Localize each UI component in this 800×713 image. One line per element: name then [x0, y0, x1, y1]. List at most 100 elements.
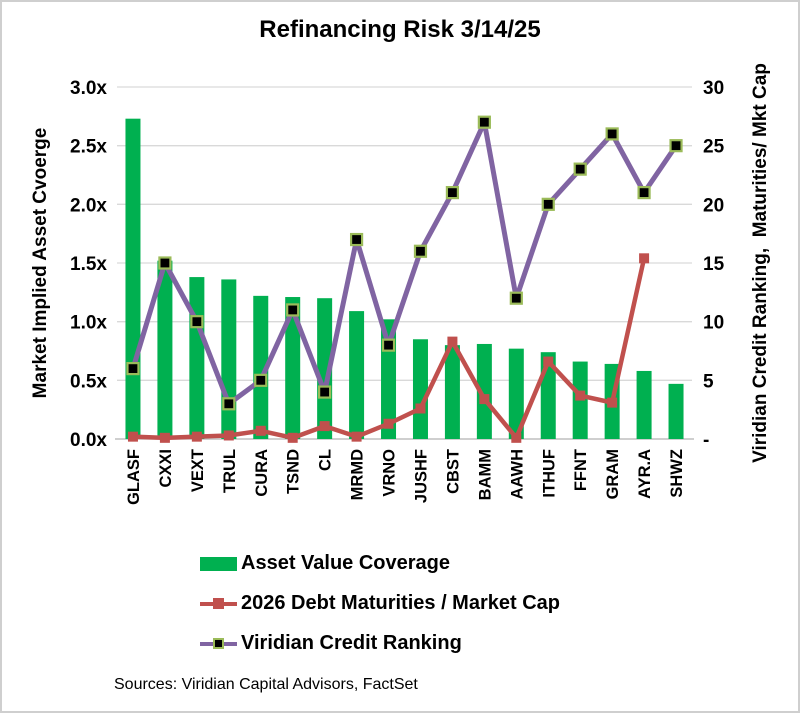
debt-marker-TSND — [287, 432, 298, 443]
x-tick-CURA: CURA — [253, 449, 271, 497]
debt-marker-CXXI — [159, 432, 170, 443]
x-tick-VEXT: VEXT — [189, 449, 207, 492]
left-axis-tick: 1.0x — [70, 313, 107, 334]
right-axis-tick: 20 — [703, 195, 724, 216]
right-axis-tick: - — [703, 430, 709, 451]
ranking-marker-ITHUF — [541, 197, 555, 211]
debt-marker-FFNT — [575, 390, 586, 401]
debt-marker-GLASF — [127, 431, 138, 442]
x-tick-ITHUF: ITHUF — [540, 449, 558, 498]
legend-label-debt-maturities: 2026 Debt Maturities / Market Cap — [241, 592, 560, 614]
legend-item-viridian-ranking: Viridian Credit Ranking — [200, 630, 560, 657]
bar-CXXI — [157, 260, 173, 439]
bar-AAWH — [508, 348, 524, 439]
x-tick-AAWH: AAWH — [508, 449, 526, 499]
debt-marker-VRNO — [383, 418, 394, 429]
bar-BAMM — [476, 343, 492, 439]
bar-CBST — [444, 345, 460, 439]
debt-marker-AAWH — [511, 432, 522, 443]
x-tick-SHWZ: SHWZ — [668, 449, 686, 498]
debt-marker-MRMD — [351, 431, 362, 442]
right-axis-tick: 25 — [703, 137, 725, 158]
x-tick-CBST: CBST — [444, 449, 462, 494]
left-axis-tick: 1.5x — [70, 254, 107, 275]
right-axis-tick: 15 — [703, 254, 725, 275]
source-note: Sources: Viridian Capital Advisors, Fact… — [114, 676, 418, 693]
ranking-marker-CBST — [445, 186, 460, 200]
left-axis-tick: 0.5x — [70, 371, 107, 392]
bar-AYR.A — [636, 370, 652, 439]
left-axis-tick: 2.0x — [70, 195, 107, 216]
ranking-marker-VRNO — [381, 338, 396, 352]
debt-marker-GRAM — [607, 397, 618, 408]
x-tick-TSND: TSND — [285, 449, 303, 494]
bar-CL — [317, 298, 333, 439]
ranking-marker-swatch-icon — [213, 637, 224, 649]
bar-SHWZ — [668, 383, 684, 439]
ranking-marker-GLASF — [126, 362, 140, 376]
x-tick-AYR.A: AYR.A — [636, 449, 654, 499]
ranking-marker-BAMM — [477, 115, 491, 129]
legend-item-debt-maturities: 2026 Debt Maturities / Market Cap — [200, 590, 560, 617]
chart-title: Refinancing Risk 3/14/25 — [259, 16, 541, 43]
debt-marker-CURA — [255, 425, 266, 436]
ranking-marker-GRAM — [605, 127, 619, 141]
debt-marker-TRUL — [223, 430, 234, 441]
x-tick-GLASF: GLASF — [125, 449, 143, 505]
left-axis-tick: 3.0x — [70, 78, 107, 99]
debt-marker-JUSHF — [415, 403, 426, 414]
legend-ranking-line-swatch — [200, 634, 238, 654]
ranking-marker-AAWH — [509, 291, 523, 305]
legend-label-viridian-ranking: Viridian Credit Ranking — [241, 632, 462, 654]
ranking-marker-CL — [318, 385, 332, 399]
debt-marker-CBST — [447, 336, 458, 347]
x-tick-CXXI: CXXI — [157, 449, 175, 488]
bar-GLASF — [125, 118, 141, 440]
bar-MRMD — [349, 311, 365, 439]
bar-TRUL — [221, 279, 237, 439]
legend: Asset Value Coverage 2026 Debt Maturitie… — [200, 550, 560, 670]
debt-marker-swatch-icon — [213, 597, 224, 609]
ranking-marker-CXXI — [158, 256, 172, 270]
right-axis-tick: 30 — [703, 78, 724, 99]
left-axis-tick: 2.5x — [70, 137, 107, 158]
right-axis-tick: 10 — [703, 313, 724, 334]
x-tick-VRNO: VRNO — [381, 449, 399, 497]
debt-marker-BAMM — [479, 394, 490, 405]
x-tick-JUSHF: JUSHF — [412, 449, 430, 503]
ranking-marker-VEXT — [190, 315, 204, 329]
left-axis-title: Market Implied Asset Cvoerge — [30, 128, 51, 399]
ranking-marker-SHWZ — [669, 139, 683, 153]
legend-bar-swatch — [200, 554, 238, 574]
x-tick-BAMM: BAMM — [476, 449, 494, 500]
ranking-marker-AYR.A — [637, 186, 651, 200]
x-tick-MRMD: MRMD — [349, 449, 367, 500]
ranking-marker-MRMD — [349, 232, 364, 247]
legend-debt-line-swatch — [200, 594, 238, 614]
right-axis-tick: 5 — [703, 371, 714, 392]
ranking-marker-TSND — [286, 303, 300, 317]
bar-swatch-icon — [200, 556, 237, 571]
x-tick-FFNT: FFNT — [572, 449, 590, 491]
x-tick-TRUL: TRUL — [221, 449, 239, 493]
debt-marker-ITHUF — [543, 356, 554, 367]
legend-item-asset-value-coverage: Asset Value Coverage — [200, 550, 560, 577]
ranking-marker-CURA — [254, 373, 268, 387]
right-axis-title: Viridian Credit Ranking, Maturities/ Mkt… — [750, 63, 771, 463]
debt-marker-VEXT — [191, 431, 202, 442]
x-tick-GRAM: GRAM — [604, 449, 622, 499]
legend-label-asset-value-coverage: Asset Value Coverage — [241, 552, 450, 574]
bar-TSND — [285, 297, 301, 439]
debt-marker-AYR.A — [639, 253, 650, 264]
left-axis-tick: 0.0x — [70, 430, 107, 451]
debt-marker-CL — [319, 421, 330, 432]
bar-CURA — [253, 295, 269, 439]
ranking-marker-TRUL — [222, 397, 236, 411]
x-tick-CL: CL — [317, 449, 335, 471]
bar-VEXT — [189, 277, 205, 439]
ranking-marker-JUSHF — [413, 244, 428, 258]
bar-JUSHF — [412, 339, 428, 439]
ranking-marker-FFNT — [573, 162, 587, 176]
